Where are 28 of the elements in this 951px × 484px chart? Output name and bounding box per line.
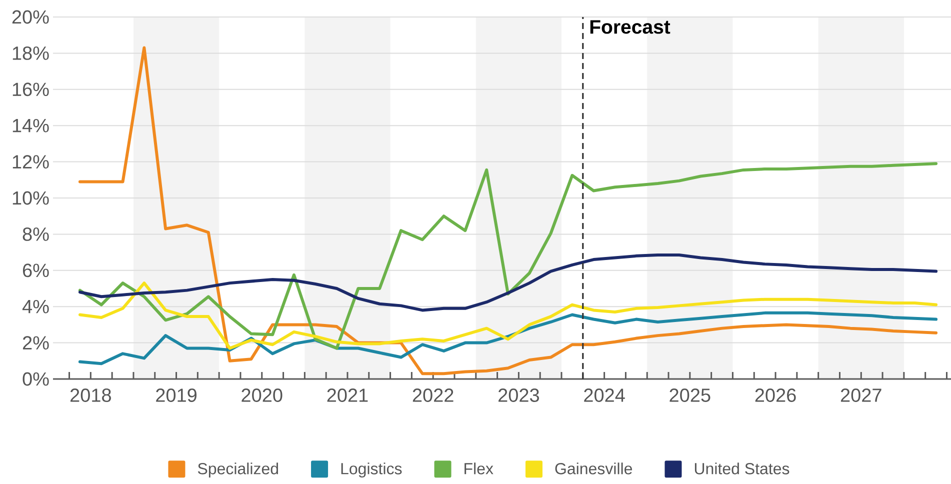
y-tick-label: 2% [22, 336, 49, 350]
legend-label: Gainesville [555, 462, 632, 474]
legend-label: United States [694, 462, 790, 474]
legend-label: Specialized [198, 462, 278, 478]
y-tick-label: 18% [12, 46, 49, 60]
line-series [78, 162, 938, 350]
x-tick-label: 2021 [327, 388, 368, 402]
y-tick-label: 8% [22, 227, 49, 241]
x-tick-label: 2026 [755, 388, 796, 402]
x-tick-label: 2025 [670, 388, 710, 402]
x-tick-label: 2022 [412, 388, 454, 402]
y-tick-label: 0% [22, 372, 49, 386]
legend-label: Flex [464, 462, 494, 474]
legend-label: Logistics [341, 462, 402, 478]
y-tick-label: 4% [22, 300, 49, 314]
x-tick-label: 2027 [840, 388, 882, 402]
ref-line-label: Forecast [590, 20, 670, 34]
y-tick-label: 16% [12, 82, 49, 96]
x-tick-label: 2024 [584, 388, 625, 402]
y-tick-label: 10% [12, 191, 49, 205]
x-tick-label: 2019 [156, 388, 197, 402]
x-tick-label: 2023 [498, 388, 539, 402]
y-tick-label: 20% [12, 10, 49, 24]
y-tick-label: 6% [22, 264, 49, 278]
x-tick-label: 2018 [70, 388, 111, 402]
y-tick-label: 14% [12, 118, 49, 132]
y-tick-label: 12% [12, 155, 49, 168]
x-tick-label: 2020 [242, 388, 282, 402]
